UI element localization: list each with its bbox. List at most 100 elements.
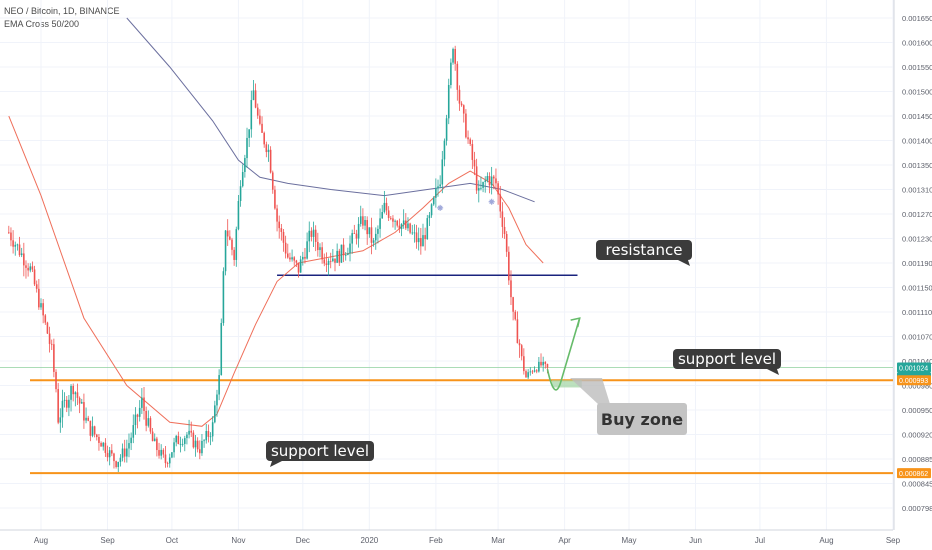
price-tick-label: 0.001350 (902, 161, 932, 170)
price-axis-bg (894, 0, 932, 550)
candle-body (304, 256, 306, 259)
candle-body (520, 345, 523, 357)
candle-body (325, 263, 328, 265)
candle-body (85, 417, 87, 421)
candle-body (347, 253, 349, 255)
candle-body (284, 242, 287, 254)
candle-body (65, 399, 68, 408)
candle-body (310, 230, 313, 237)
candle-body (456, 63, 459, 90)
candle-body (402, 220, 405, 225)
candle-body (78, 397, 81, 404)
candle-body (542, 361, 544, 366)
candle-body (432, 197, 435, 205)
candle-body (450, 62, 452, 86)
candle-body (508, 251, 510, 281)
candle-body (291, 257, 293, 260)
candle-body (14, 244, 17, 247)
candle-body (149, 418, 152, 432)
candle-body (523, 356, 525, 372)
time-tick-label: Nov (231, 536, 245, 545)
candle-body (46, 322, 49, 334)
candle-body (87, 417, 90, 421)
candle-body (113, 453, 115, 462)
candle-body (499, 194, 502, 212)
candle-body (518, 343, 521, 346)
candle-body (16, 244, 19, 246)
candle-body (35, 284, 38, 289)
candle-body (72, 386, 74, 395)
resistance-bubble (596, 240, 692, 260)
candle-body (351, 233, 353, 244)
candle-body (128, 443, 130, 449)
candle-body (482, 181, 484, 188)
candle-body (61, 400, 64, 418)
price-axis: 0.001650 0.001600 0.001550 0.001500 0.001450… (893, 0, 932, 550)
candle-body (80, 402, 83, 404)
last-price-tag (897, 362, 931, 373)
candle-body (222, 271, 225, 324)
resistance-bubble-tail (678, 260, 690, 266)
price-tick-label: 0.001230 (902, 235, 932, 244)
candle-body (389, 217, 392, 219)
candle-body (111, 450, 113, 454)
candle-body (514, 311, 517, 320)
candle-body (192, 432, 195, 448)
candle-body (53, 344, 55, 372)
candle-body (314, 229, 317, 242)
candle-body (211, 422, 214, 437)
candle-body (495, 178, 497, 184)
candle-body (471, 144, 474, 160)
price-tick-label: 0.001400 (902, 137, 932, 146)
candle-body (48, 333, 51, 344)
candle-body (10, 232, 12, 241)
grid-lines (0, 0, 894, 530)
candle-body (475, 166, 478, 191)
price-tick-label: 0.000885 (902, 455, 932, 464)
candle-body (102, 442, 105, 447)
candle-body (312, 229, 315, 237)
candle-body (317, 241, 319, 251)
candle-body (181, 443, 184, 445)
candle-body (420, 238, 422, 247)
candle-body (207, 430, 210, 437)
candle-body (269, 149, 272, 173)
candle-body (493, 176, 495, 179)
candle-body (486, 176, 489, 181)
time-tick-label: Sep (100, 536, 115, 545)
chart-legend: NEO / Bitcoin, 1D, BINANCE EMA Cross 50/… (4, 5, 120, 31)
candle-body (353, 233, 356, 234)
candle-body (336, 250, 338, 263)
time-tick-label: Jul (755, 536, 765, 545)
candle-body (400, 224, 403, 230)
candle-body (231, 239, 233, 250)
arrow-head (570, 317, 581, 328)
candle-body (469, 139, 471, 145)
candle-body (439, 184, 441, 187)
candle-body (179, 443, 182, 445)
support-bubble-lower-tail (270, 461, 282, 467)
candle-body (407, 223, 409, 229)
time-tick-label: Mar (491, 536, 505, 545)
candle-body (374, 233, 377, 241)
candle-body (100, 442, 102, 447)
candle-body (119, 457, 122, 462)
candle-body (462, 105, 465, 114)
buy-zone-label: Buy zone (601, 410, 683, 429)
candle-body (265, 144, 268, 153)
candle-body (166, 463, 169, 464)
price-tick-label: 0.001110 (902, 308, 932, 317)
candle-body (50, 343, 53, 345)
candle-body (209, 436, 212, 438)
candle-body (430, 204, 433, 216)
projection-arrow (546, 317, 581, 391)
candle-body (490, 176, 493, 186)
candle-body (359, 216, 362, 224)
candle-body (458, 89, 461, 104)
candle-body (250, 100, 253, 130)
candle-body (141, 397, 143, 408)
candle-body (473, 159, 476, 167)
candle-body (525, 371, 527, 378)
